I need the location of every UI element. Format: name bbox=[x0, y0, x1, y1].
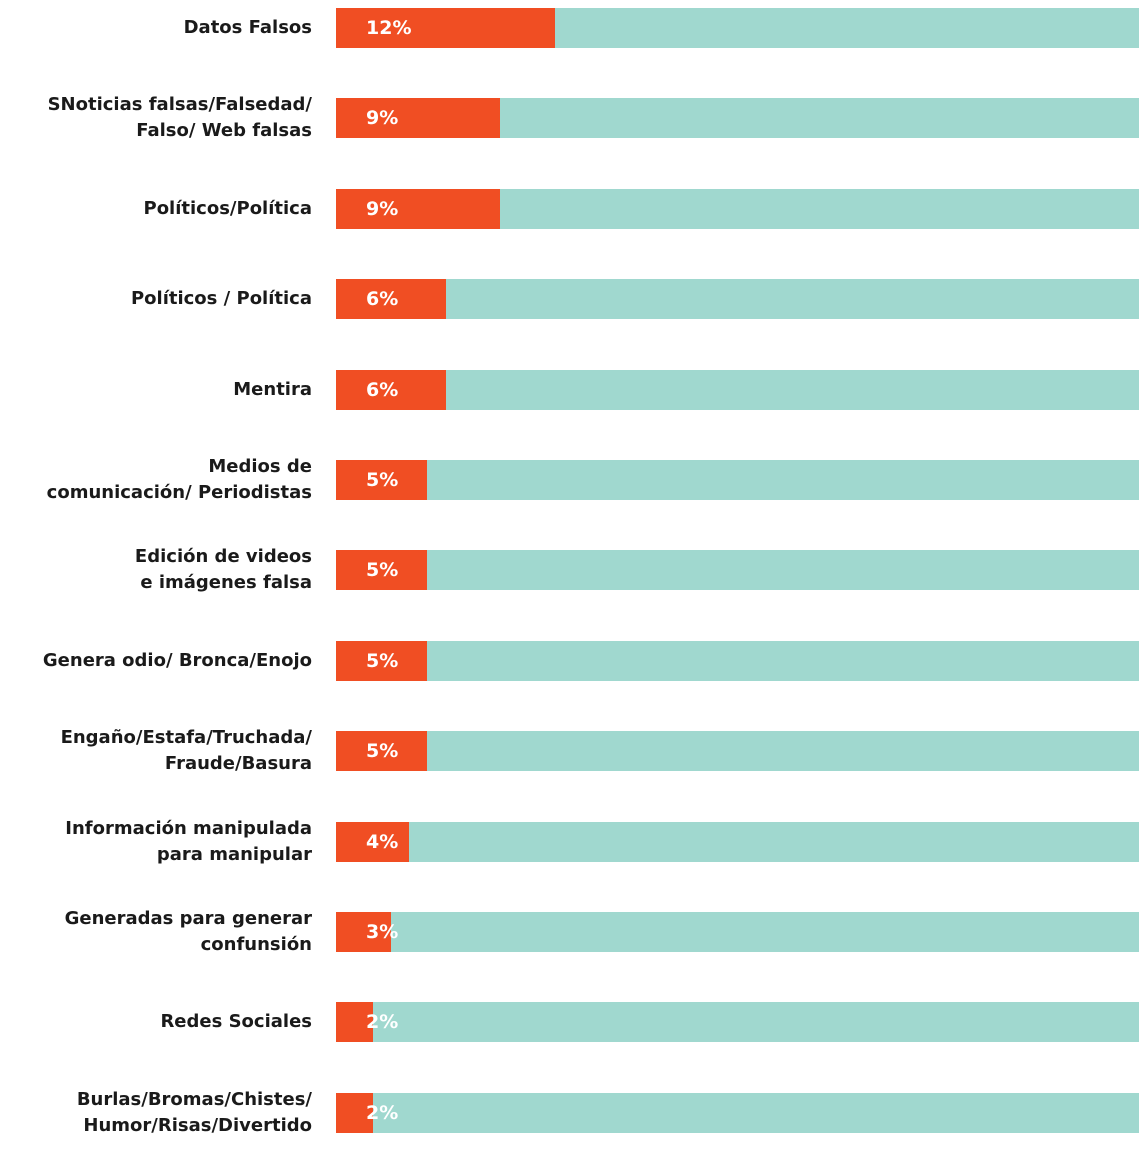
value-label: 2% bbox=[366, 1011, 399, 1034]
bar-track bbox=[336, 550, 1139, 591]
bar bbox=[336, 98, 501, 139]
category-label: Burlas/Bromas/Chistes/ Humor/Risas/Diver… bbox=[76, 1088, 312, 1136]
bar-track bbox=[336, 731, 1139, 772]
value-label: 3% bbox=[366, 921, 399, 943]
bar-track bbox=[336, 912, 1139, 952]
bar bbox=[336, 731, 428, 772]
bar bbox=[336, 1002, 373, 1043]
value-label: 5% bbox=[366, 559, 399, 582]
category-label: Políticos/Política bbox=[143, 197, 313, 219]
bar bbox=[336, 1092, 373, 1133]
value-label: 4% bbox=[366, 830, 399, 853]
value-label: 9% bbox=[366, 107, 399, 130]
category-label: SNoticias falsas/Falsedad/ Falso/ Web fa… bbox=[47, 94, 312, 142]
bar bbox=[336, 821, 409, 862]
bar bbox=[336, 279, 446, 320]
bar bbox=[336, 8, 555, 48]
value-label: 6% bbox=[366, 378, 399, 401]
value-label: 5% bbox=[366, 740, 399, 763]
bar-track bbox=[336, 460, 1139, 500]
bar-track bbox=[336, 1002, 1139, 1043]
bar bbox=[336, 460, 428, 500]
value-label: 5% bbox=[366, 469, 399, 491]
bar bbox=[336, 550, 428, 591]
bar bbox=[336, 912, 391, 952]
category-label: Edición de videos e imágenes falsa bbox=[134, 546, 312, 594]
bar-track bbox=[336, 279, 1139, 320]
category-label: Generadas para generar confunsión bbox=[64, 908, 312, 955]
bar bbox=[336, 188, 501, 229]
bar-track bbox=[336, 821, 1139, 862]
bar-track bbox=[336, 640, 1139, 681]
value-label: 2% bbox=[366, 1101, 399, 1124]
category-label: Información manipulada para manipular bbox=[65, 817, 312, 865]
category-label: Redes Sociales bbox=[160, 1011, 312, 1033]
category-label: Mentira bbox=[233, 378, 312, 400]
category-label: Medios de comunicación/ Periodistas bbox=[46, 456, 312, 503]
bar bbox=[336, 640, 428, 681]
bar-track bbox=[336, 1092, 1139, 1133]
value-label: 12% bbox=[366, 17, 412, 39]
category-label: Políticos / Política bbox=[130, 288, 312, 310]
value-label: 6% bbox=[366, 288, 399, 311]
value-label: 9% bbox=[366, 197, 399, 220]
category-label: Engaño/Estafa/Truchada/ Fraude/Basura bbox=[60, 727, 312, 775]
category-label: Datos Falsos bbox=[183, 17, 312, 38]
value-label: 5% bbox=[366, 649, 399, 672]
category-label: Genera odio/ Bronca/Enojo bbox=[42, 649, 312, 671]
bar-track bbox=[336, 369, 1139, 410]
bar bbox=[336, 369, 446, 410]
